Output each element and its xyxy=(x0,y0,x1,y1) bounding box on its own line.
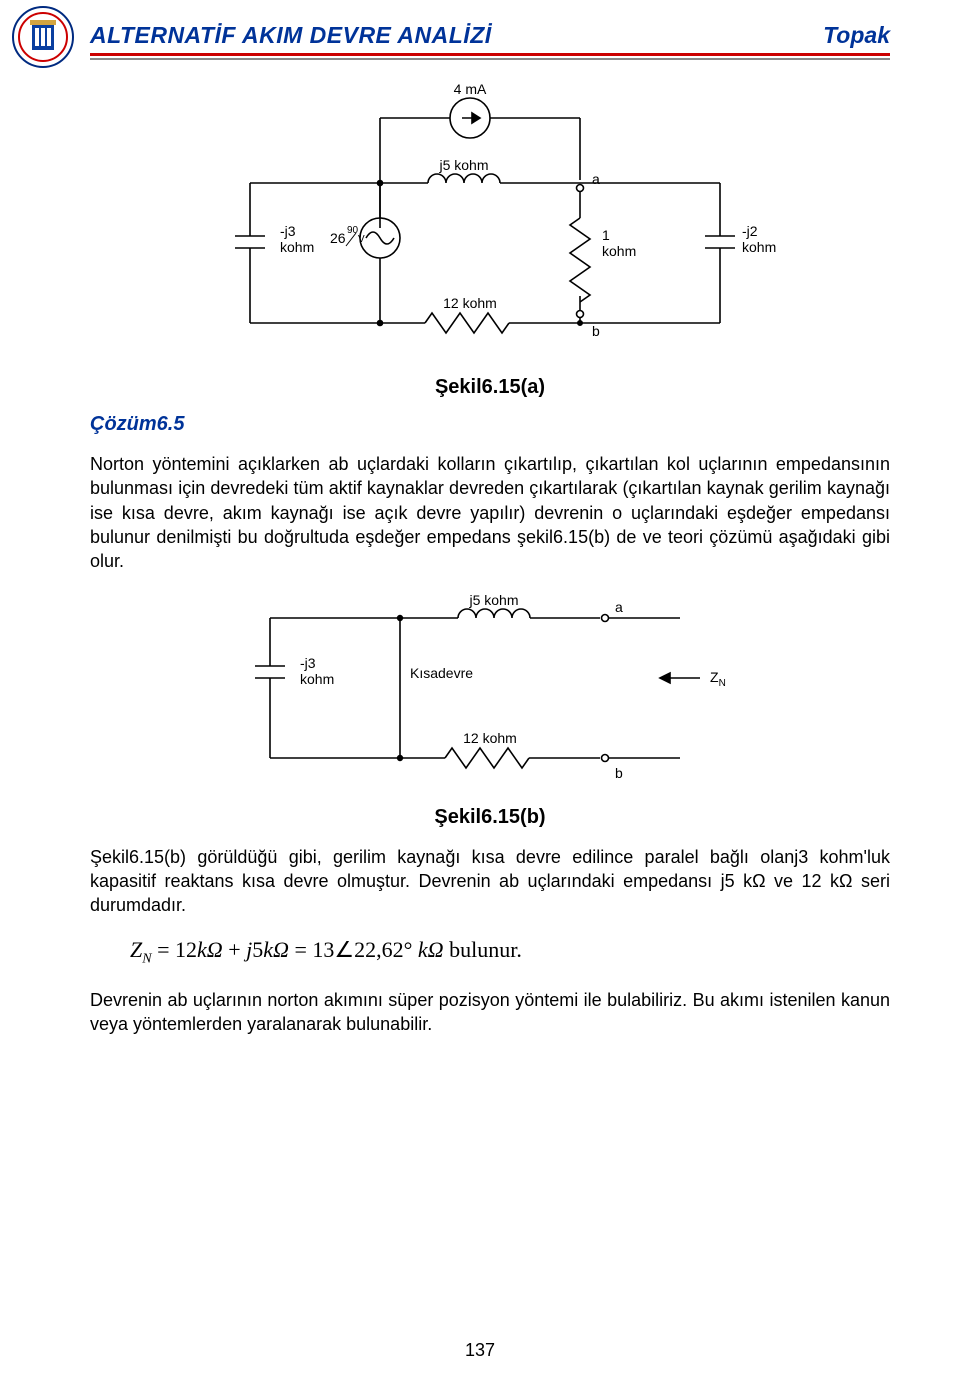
label-cap-right-top: -j2 xyxy=(742,223,758,239)
rule-grey xyxy=(90,58,890,60)
label-inductor-2: j5 kohm xyxy=(468,592,518,608)
circuit-figure-2: j5 kohm a b -j3 kohm Kısadevre 12 kohm Z… xyxy=(90,588,890,798)
solution-label: Çözüm6.5 xyxy=(90,411,890,438)
university-logo xyxy=(12,6,74,68)
label-cap-left-top-2: -j3 xyxy=(300,655,316,671)
label-vang: 90 xyxy=(347,225,359,236)
label-cap-right-bot: kohm xyxy=(742,239,776,255)
label-r1-bot: kohm xyxy=(602,243,636,259)
label-cap-left-top-1: -j3 xyxy=(280,223,296,239)
figure1-caption: Şekil6.15(a) xyxy=(90,374,890,401)
label-r12-2: 12 kohm xyxy=(463,730,517,746)
header-title-left: ALTERNATİF AKIM DEVRE ANALİZİ xyxy=(90,20,492,51)
label-cap-left-bot-2: kohm xyxy=(300,671,334,687)
label-zn: ZN xyxy=(710,669,726,689)
label-node-b-2: b xyxy=(615,765,623,781)
rule-red xyxy=(90,53,890,56)
circuit-figure-1: 4 mA j5 kohm a b -j3 kohm 26 90 V 12 koh… xyxy=(90,78,890,368)
header-title-right: Topak xyxy=(823,20,890,51)
paragraph-2: Şekil6.15(b) görüldüğü gibi, gerilim kay… xyxy=(90,845,890,918)
label-node-a-1: a xyxy=(592,171,600,187)
label-cap-left-bot-1: kohm xyxy=(280,239,314,255)
paragraph-3: Devrenin ab uçlarının norton akımını süp… xyxy=(90,988,890,1037)
label-r12-1: 12 kohm xyxy=(443,295,497,311)
label-current-source: 4 mA xyxy=(454,81,487,97)
page-number: 137 xyxy=(0,1338,960,1362)
label-node-a-2: a xyxy=(615,599,623,615)
equation-zn: ZN = 12kΩ + j5kΩ = 13∠22,62° kΩ bulunur. xyxy=(130,935,890,969)
label-r1-top: 1 xyxy=(602,227,610,243)
label-vmag: 26 xyxy=(330,230,346,246)
label-inductor-1: j5 kohm xyxy=(438,157,488,173)
page-header: ALTERNATİF AKIM DEVRE ANALİZİ Topak xyxy=(90,20,890,51)
label-node-b-1: b xyxy=(592,323,600,339)
figure2-caption: Şekil6.15(b) xyxy=(90,804,890,831)
paragraph-1: Norton yöntemini açıklarken ab uçlardaki… xyxy=(90,452,890,573)
label-kisadevre: Kısadevre xyxy=(410,665,473,681)
label-vunit: V xyxy=(358,234,365,245)
